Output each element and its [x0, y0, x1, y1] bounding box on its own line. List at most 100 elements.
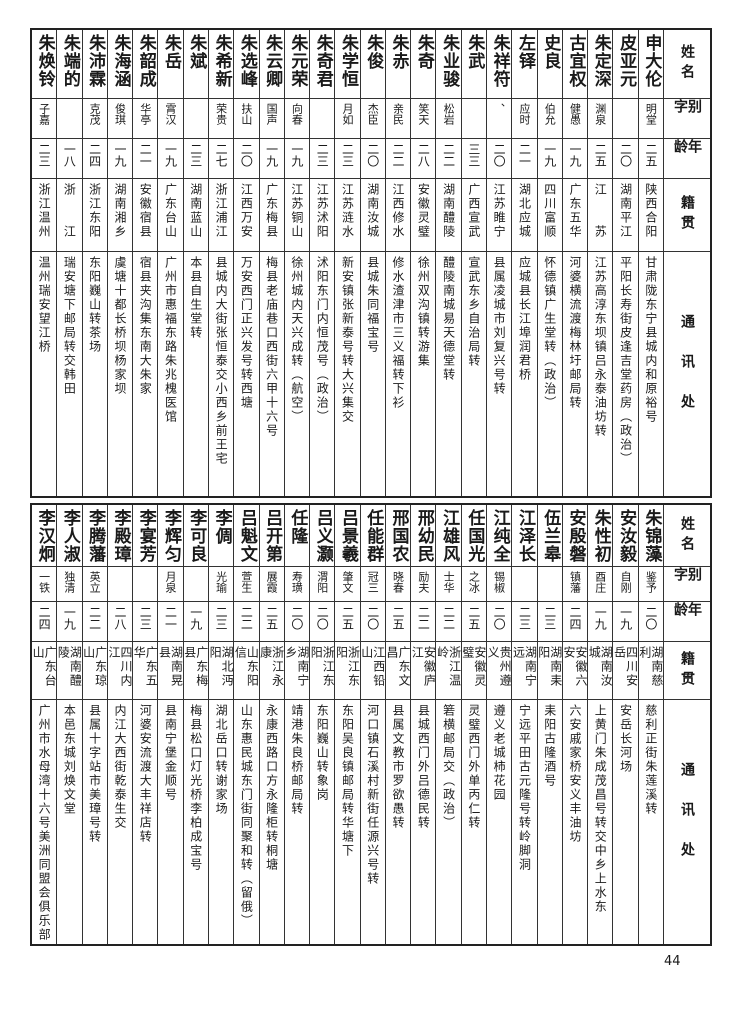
- address-cell: 醴陵南城易天德堂转: [436, 252, 460, 496]
- age-cell: 二二: [436, 139, 461, 179]
- alias-cell: [613, 99, 638, 139]
- address-cell: 靖港朱良桥邮局转: [285, 700, 309, 944]
- name-text: 朱选峰: [236, 34, 257, 88]
- age-cell: 二三: [537, 602, 562, 642]
- native-text: 广东梅县: [183, 646, 208, 688]
- address-text: 徐州城内天兴成转（航空）: [289, 256, 304, 424]
- native-text: 广东梅县: [264, 183, 279, 239]
- header-native: 籍贯: [664, 179, 710, 252]
- alias-cell: 扶山: [234, 99, 259, 139]
- address-cell: 徐州双沟镇转游集: [411, 252, 435, 496]
- person-record: 李辉匀 月泉 二一 湖南晃县 县南宁堡金顺号: [157, 505, 183, 944]
- age-cell: 三三: [461, 139, 487, 179]
- header-alias: 别字: [664, 567, 710, 602]
- person-record: 吕魁文 萱生 二二 山东阳信 山东惠民城东门街同聚和转（留俄）: [233, 505, 259, 944]
- native-cell: 广东梅县: [259, 179, 284, 252]
- address-cell: 虞塘十都长桥坝杨家坝: [108, 252, 132, 496]
- alias-cell: 杰臣: [360, 99, 385, 139]
- native-cell: 安徽灵璧: [461, 642, 487, 700]
- person-record: 朱焕铃 子嘉 二三 浙江温州 温州瑞安望江桥: [31, 30, 57, 496]
- address-text: 甘肃陇东宁县城内和原裕号: [643, 256, 658, 424]
- native-cell: 广东台山: [158, 179, 183, 252]
- native-cell: 广东五华: [133, 642, 158, 700]
- address-cell: 内江大西街乾泰生交: [108, 700, 132, 944]
- alias-cell: 华亭: [133, 99, 158, 139]
- native-text: 安徽灵璧: [416, 183, 431, 239]
- name-text: 朱云卿: [262, 34, 283, 88]
- header-label: 姓名: [679, 44, 695, 84]
- address-text: 县属十字站市美璋号转: [87, 704, 102, 844]
- name-text: 朱业骏: [439, 34, 460, 88]
- age-text: 二三: [315, 143, 330, 167]
- alias-cell: 明堂: [638, 99, 663, 139]
- name-cell: 朱选峰: [234, 30, 259, 99]
- address-cell: 甘肃陇东宁县城内和原裕号: [639, 252, 663, 496]
- native-text: 湖南汝城: [588, 646, 613, 688]
- name-cell: 李殿璋: [107, 505, 133, 567]
- name-text: 史良: [540, 34, 561, 70]
- header-age: 年龄: [664, 602, 710, 642]
- person-record: 朱岳 霄汉 一九 广东台山 广州市惠福东路朱兆槐医馆: [157, 30, 183, 496]
- address-text: 县属凌城市刘复兴号转: [492, 256, 507, 396]
- native-cell: 湖北应城: [512, 179, 537, 252]
- age-text: 二五: [391, 606, 406, 630]
- alias-cell: 笑天: [411, 99, 436, 139]
- age-text: 二〇: [618, 143, 633, 167]
- name-cell: 安汝毅: [613, 505, 638, 567]
- native-cell: 浙江永康: [259, 642, 284, 700]
- age-text: 一九: [264, 143, 279, 167]
- person-record: 朱海涵 俊琪 一九 湖南湘乡 虞塘十都长桥坝杨家坝: [106, 30, 133, 496]
- age-cell: 二〇: [360, 139, 385, 179]
- name-text: 朱俊: [363, 34, 384, 70]
- header-label: 别字: [672, 567, 702, 587]
- address-text: 河婆安流渡大丰祥店转: [138, 704, 153, 844]
- age-text: 二五: [264, 606, 279, 630]
- native-cell: 广东梅县: [183, 642, 208, 700]
- header-label: 籍贯: [679, 195, 695, 235]
- address-text: 内江大西街乾泰生交: [112, 704, 127, 830]
- alias-cell: 萱生: [234, 567, 259, 602]
- age-cell: 二〇: [360, 602, 385, 642]
- native-cell: 江西修水: [385, 179, 411, 252]
- alias-text: 应时: [517, 103, 531, 125]
- name-text: 朱奇君: [312, 34, 333, 88]
- native-text: 广西宣武: [466, 183, 481, 239]
- native-text: 江苏铜山: [289, 183, 304, 239]
- address-text: 梅县老庙巷口西街六甲十六号: [264, 256, 279, 438]
- header-name: 姓名: [664, 30, 710, 99]
- name-text: 李可良: [186, 509, 207, 563]
- native-text: 湖南宁乡: [284, 646, 310, 688]
- alias-cell: 一铁: [31, 567, 57, 602]
- person-record: 朱学恒 月如 二三 江苏涟水 新安镇张新泰号转大兴集交: [334, 30, 360, 496]
- age-cell: 一九: [284, 139, 310, 179]
- name-cell: 安殷磐: [562, 505, 588, 567]
- address-cell: 怀德镇广生堂转（政治）: [538, 252, 562, 496]
- name-cell: 朱武: [461, 30, 487, 99]
- age-cell: 二三: [31, 139, 57, 179]
- alias-text: 杰臣: [366, 103, 380, 125]
- address-cell: 县南宁堡金顺号: [158, 700, 182, 944]
- alias-cell: 肇文: [335, 567, 360, 602]
- address-cell: 湖北岳口转谢家场: [209, 700, 233, 944]
- alias-cell: 独清: [57, 567, 82, 602]
- name-cell: 朱性初: [588, 505, 613, 567]
- native-text: 湖南慈利: [638, 646, 663, 688]
- native-text: 湖南醴陵: [57, 646, 82, 688]
- person-record: 任国光 之冰 二五 安徽灵璧 灵璧西门外单丙仁转: [460, 505, 487, 944]
- address-text: 县南宁堡金顺号: [163, 704, 178, 802]
- native-cell: 广东琼山: [82, 642, 107, 700]
- person-record: 李殿璋 二八 四川内江 内江大西街乾泰生交: [106, 505, 133, 944]
- native-text: 四川安岳: [613, 646, 638, 688]
- address-text: 宣武东乡自治局转: [466, 256, 481, 368]
- person-record: 朱祥符、二〇 江苏睢宁 县属凌城市刘复兴号转: [486, 30, 512, 496]
- age-text: 二三: [37, 143, 52, 167]
- address-text: 靖港朱良桥邮局转: [289, 704, 304, 816]
- alias-cell: [537, 567, 562, 602]
- address-cell: 县属凌城市刘复兴号转: [487, 252, 511, 496]
- age-text: 一九: [618, 606, 633, 630]
- age-cell: 二三: [335, 139, 360, 179]
- age-text: 二二: [441, 143, 456, 167]
- address-cell: 东阳吴良镇邮局转华塘下: [335, 700, 359, 944]
- age-cell: 一九: [158, 139, 183, 179]
- alias-cell: [183, 99, 208, 139]
